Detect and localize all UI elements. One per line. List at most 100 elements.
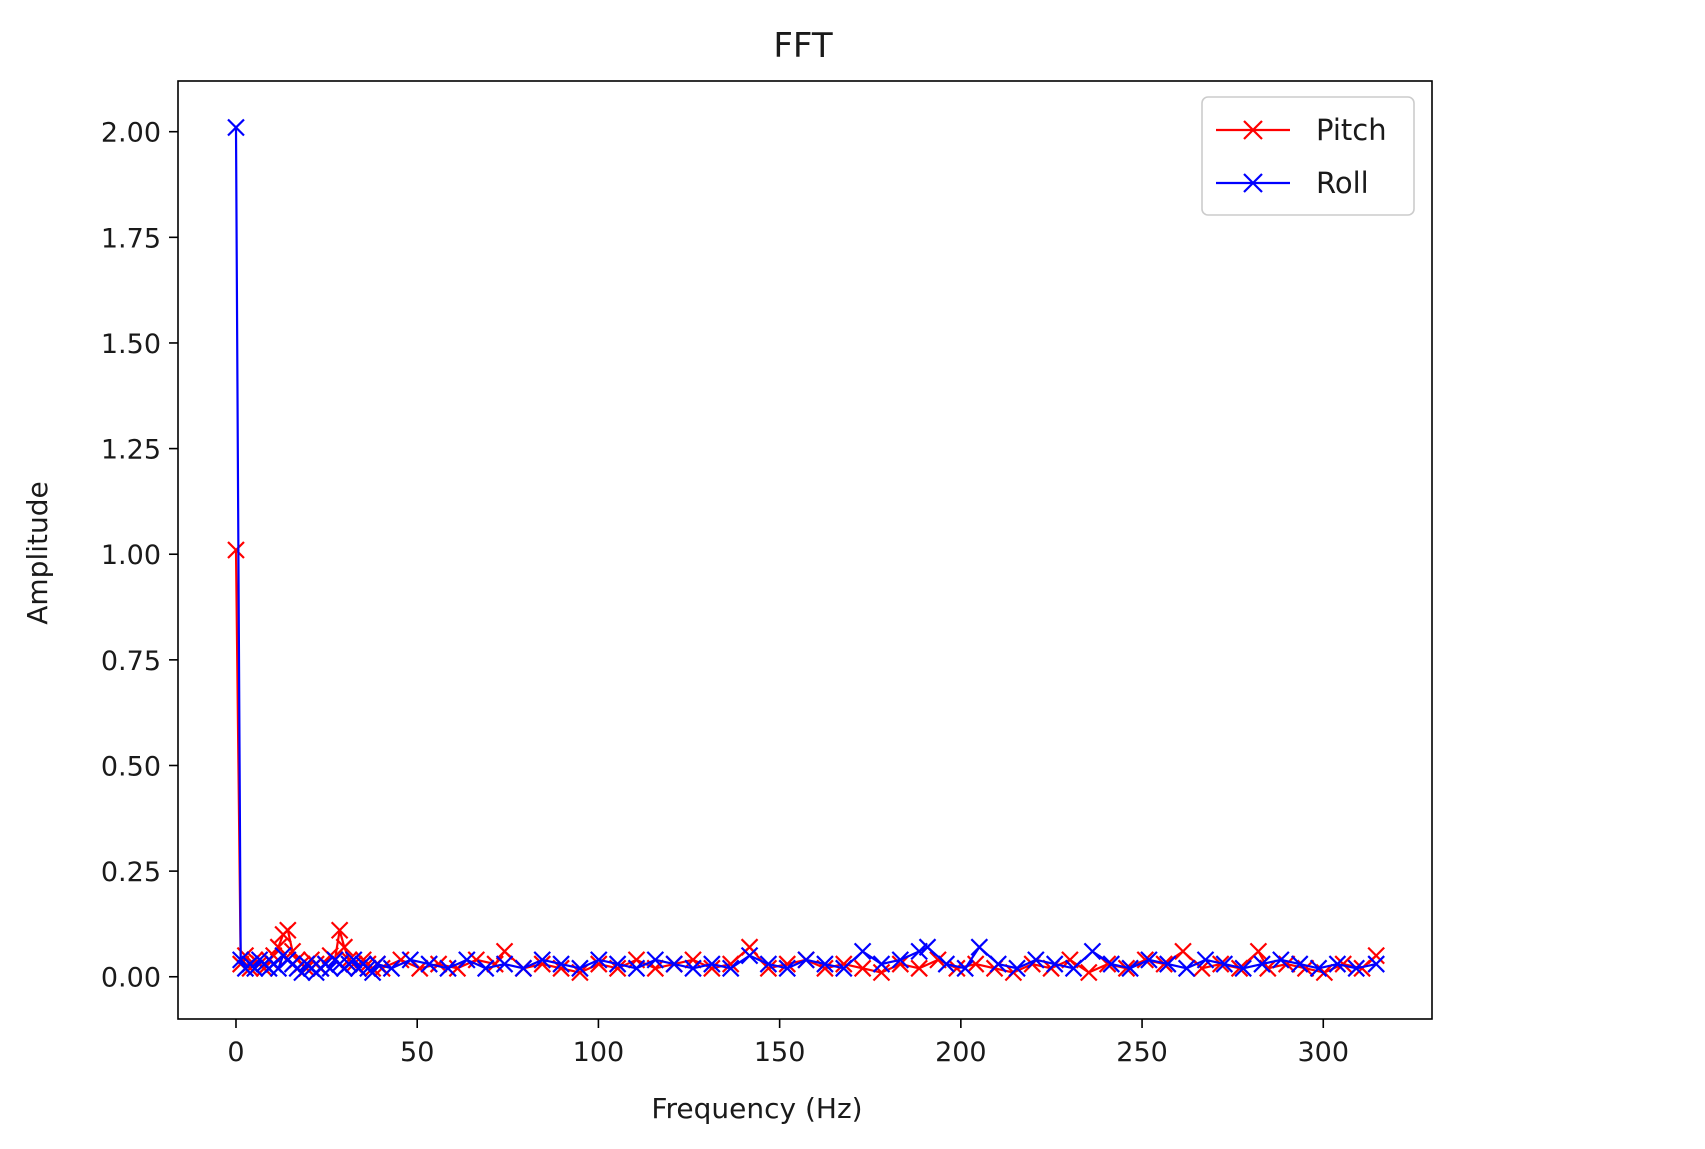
- data-point-roll: [368, 955, 387, 973]
- data-point-roll: [740, 946, 759, 965]
- data-point-roll: [759, 955, 778, 973]
- legend-entry-pitch: Pitch: [1216, 113, 1387, 147]
- data-point-pitch: [283, 942, 302, 961]
- data-point-roll: [684, 959, 702, 978]
- data-point-pitch: [279, 921, 297, 940]
- data-point-roll: [1083, 942, 1102, 961]
- legend: Pitch Roll: [1201, 96, 1415, 216]
- data-point-roll: [231, 951, 250, 969]
- data-point-pitch: [759, 959, 778, 978]
- data-point-roll: [344, 951, 363, 969]
- data-point-pitch: [1367, 946, 1385, 965]
- data-point-roll: [1121, 959, 1139, 978]
- data-point-pitch: [910, 959, 928, 978]
- data-point-roll: [590, 951, 608, 969]
- y-axis-ticks: 0.00 0.25 0.50 0.75 1.00 1.25 1.50 1.75 2.00: [101, 118, 178, 994]
- data-point-pitch: [948, 959, 966, 978]
- data-point-roll: [293, 963, 311, 982]
- data-point-roll: [872, 955, 891, 973]
- data-point-roll: [1045, 955, 1064, 973]
- data-point-pitch: [1174, 942, 1192, 961]
- data-point-roll: [476, 959, 495, 978]
- data-point-roll: [1140, 951, 1158, 969]
- x-tick-label: 0: [227, 1037, 244, 1068]
- data-point-roll: [937, 955, 956, 973]
- data-point-roll: [363, 963, 382, 982]
- y-tick-label: 1.50: [101, 329, 161, 360]
- data-point-roll: [1328, 955, 1347, 973]
- data-point-roll: [853, 942, 872, 961]
- y-tick-label: 1.00: [101, 540, 161, 571]
- data-point-pitch: [835, 955, 853, 973]
- data-point-roll: [1272, 951, 1290, 969]
- x-axis-label: Frequency (Hz): [651, 1092, 862, 1125]
- y-tick-label: 1.75: [101, 223, 161, 254]
- data-point-roll: [1234, 959, 1252, 978]
- data-point-pitch: [929, 951, 947, 969]
- data-point-roll: [458, 951, 476, 969]
- data-point-roll: [1215, 955, 1234, 973]
- data-point-roll: [495, 955, 514, 973]
- data-point-roll: [1027, 951, 1045, 969]
- data-point-roll: [1064, 959, 1083, 978]
- x-tick-label: 250: [1116, 1037, 1168, 1068]
- legend-marker-pitch: [1243, 120, 1263, 140]
- data-point-roll: [533, 951, 552, 969]
- x-tick-label: 300: [1297, 1037, 1349, 1068]
- data-point-roll: [321, 959, 339, 978]
- data-point-roll: [1290, 955, 1309, 973]
- data-point-roll: [227, 118, 245, 137]
- data-point-roll: [835, 959, 853, 978]
- data-point-pitch: [227, 541, 245, 559]
- y-tick-label: 1.25: [101, 435, 161, 466]
- data-point-roll: [420, 955, 438, 973]
- data-point-roll: [1347, 959, 1366, 978]
- data-point-pitch: [740, 938, 759, 956]
- data-point-pitch: [872, 963, 891, 982]
- y-tick-label: 0.50: [101, 751, 161, 782]
- y-tick-label: 0.75: [101, 646, 161, 677]
- data-point-roll: [1253, 955, 1271, 973]
- data-point-roll: [646, 951, 665, 969]
- data-point-roll: [797, 951, 815, 969]
- data-point-pitch: [1136, 951, 1155, 969]
- data-point-roll: [382, 959, 401, 978]
- data-point-roll: [1008, 959, 1026, 978]
- y-tick-label: 0.25: [101, 857, 161, 888]
- x-tick-label: 50: [400, 1037, 434, 1068]
- data-point-pitch: [778, 955, 797, 973]
- data-point-roll: [1367, 955, 1385, 973]
- y-axis-label: Amplitude: [21, 481, 54, 625]
- data-point-pitch: [703, 959, 721, 978]
- data-point-pitch: [335, 938, 354, 956]
- chart-title: FFT: [773, 26, 833, 66]
- data-point-roll: [608, 955, 627, 973]
- data-point-pitch: [330, 921, 349, 940]
- legend-label-roll: Roll: [1316, 166, 1369, 200]
- data-point-roll: [703, 955, 721, 973]
- data-point-pitch: [590, 955, 608, 973]
- data-point-roll: [627, 959, 646, 978]
- data-point-pitch: [533, 955, 552, 973]
- data-point-roll: [891, 951, 910, 969]
- data-point-pitch: [1353, 959, 1371, 978]
- data-point-roll: [778, 959, 797, 978]
- data-point-roll: [1177, 959, 1196, 978]
- data-point-roll: [514, 959, 533, 978]
- data-point-roll: [665, 955, 683, 973]
- x-tick-label: 200: [935, 1037, 987, 1068]
- legend-entry-roll: Roll: [1216, 166, 1369, 200]
- data-point-pitch: [495, 942, 514, 961]
- data-point-roll: [721, 959, 740, 978]
- data-point-roll: [910, 942, 928, 961]
- data-point-roll: [989, 955, 1007, 973]
- data-point-pitch: [891, 955, 910, 973]
- data-point-roll: [1196, 951, 1215, 969]
- data-point-roll: [1159, 955, 1177, 973]
- data-point-roll: [970, 938, 989, 956]
- data-point-roll: [816, 955, 834, 973]
- data-point-roll: [552, 955, 570, 973]
- legend-label-pitch: Pitch: [1316, 113, 1387, 147]
